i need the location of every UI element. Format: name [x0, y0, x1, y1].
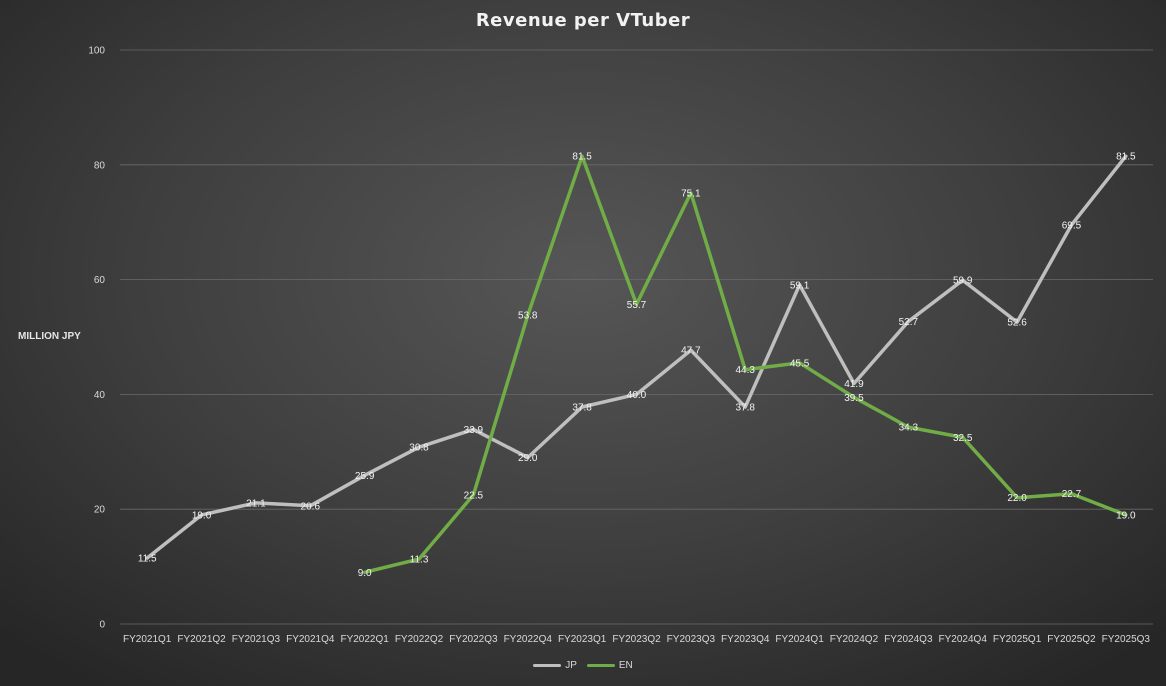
x-tick-label: FY2024Q4	[939, 634, 988, 645]
data-label-en: 39.5	[844, 393, 864, 404]
data-label-jp: 37.8	[736, 403, 756, 414]
data-label-jp: 52.6	[1007, 318, 1027, 329]
legend-item-jp: JP	[533, 660, 577, 671]
data-label-jp: 20.6	[301, 501, 321, 512]
data-label-en: 55.7	[627, 300, 647, 311]
x-tick-label: FY2021Q2	[177, 634, 226, 645]
x-tick-label: FY2023Q4	[721, 634, 770, 645]
data-label-en: 75.1	[681, 188, 701, 199]
x-tick-label: FY2024Q3	[884, 634, 933, 645]
legend-swatch-jp	[533, 664, 562, 667]
x-tick-label: FY2023Q1	[558, 634, 607, 645]
x-tick-label: FY2024Q2	[830, 634, 879, 645]
y-tick-label: 40	[94, 390, 106, 401]
data-label-en: 19.0	[1116, 510, 1136, 521]
data-label-jp: 25.9	[355, 471, 375, 482]
y-tick-label: 20	[94, 505, 106, 516]
data-label-jp: 40.0	[627, 390, 647, 401]
x-tick-label: FY2022Q4	[504, 634, 553, 645]
series-line-jp	[145, 154, 1128, 560]
data-label-jp: 52.7	[899, 317, 919, 328]
y-tick-label: 60	[94, 275, 106, 286]
x-tick-label: FY2021Q4	[286, 634, 335, 645]
series-line-en	[362, 154, 1128, 575]
data-label-jp: 11.5	[138, 553, 157, 564]
data-label-jp: 47.7	[681, 346, 701, 357]
legend-swatch-en	[586, 664, 615, 667]
x-tick-label: FY2022Q3	[449, 634, 498, 645]
x-tick-label: FY2025Q3	[1102, 634, 1151, 645]
legend-label-en: EN	[618, 660, 633, 671]
legend-item-en: EN	[586, 660, 633, 671]
data-label-jp: 30.8	[409, 443, 429, 454]
data-label-jp: 37.8	[572, 403, 592, 414]
data-label-en: 32.5	[953, 433, 973, 444]
data-label-jp: 29.0	[518, 453, 538, 464]
x-tick-label: FY2023Q2	[612, 634, 661, 645]
x-tick-label: FY2022Q2	[395, 634, 444, 645]
y-tick-label: 0	[99, 620, 105, 631]
legend-label-jp: JP	[565, 660, 577, 671]
data-label-en: 11.3	[410, 555, 429, 566]
y-axis-title: MILLION JPY	[18, 331, 81, 342]
data-label-en: 9.0	[358, 568, 372, 579]
data-label-en: 81.5	[572, 152, 592, 163]
data-label-jp: 59.9	[953, 276, 973, 287]
data-label-en: 44.3	[736, 365, 756, 376]
x-tick-label: FY2021Q1	[123, 634, 172, 645]
x-tick-label: FY2025Q2	[1047, 634, 1096, 645]
data-label-en: 53.8	[518, 311, 538, 322]
y-tick-label: 80	[94, 160, 106, 171]
x-tick-label: FY2025Q1	[993, 634, 1042, 645]
data-label-en: 34.3	[899, 423, 919, 434]
data-label-jp: 19.0	[192, 510, 212, 521]
x-tick-label: FY2023Q3	[667, 634, 716, 645]
data-label-en: 45.5	[790, 358, 810, 369]
data-label-jp: 69.5	[1062, 221, 1082, 232]
data-label-jp: 59.1	[790, 280, 810, 291]
chart-title: Revenue per VTuber	[475, 10, 691, 31]
data-label-jp: 33.9	[464, 425, 484, 436]
data-label-en: 22.7	[1062, 489, 1082, 500]
legend: JP EN	[0, 660, 1166, 671]
x-tick-label: FY2021Q3	[232, 634, 281, 645]
data-label-jp: 21.1	[246, 498, 266, 509]
data-label-jp: 81.5	[1116, 152, 1136, 163]
data-label-en: 22.5	[464, 490, 484, 501]
x-tick-label: FY2024Q1	[775, 634, 824, 645]
data-label-jp: 41.9	[844, 379, 864, 390]
data-label-en: 22.0	[1007, 493, 1027, 504]
x-tick-label: FY2022Q1	[340, 634, 389, 645]
y-tick-label: 100	[88, 46, 105, 57]
